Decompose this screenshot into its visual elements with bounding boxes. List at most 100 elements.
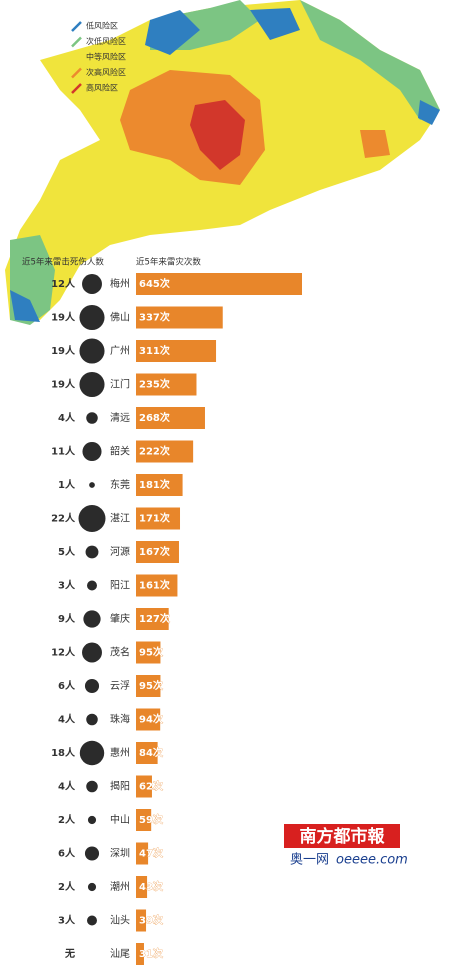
bubble-label: 18人 bbox=[51, 746, 76, 759]
bar bbox=[136, 608, 169, 630]
bubble bbox=[86, 713, 98, 726]
column-title: 近5年来雷灾次数 bbox=[136, 257, 201, 268]
bar-label: 171次 bbox=[139, 512, 170, 525]
bar bbox=[136, 943, 144, 965]
legend-label: 次低风险区 bbox=[86, 36, 126, 46]
legend-label: 中等风险区 bbox=[86, 52, 126, 62]
bubble-label: 无 bbox=[64, 948, 75, 960]
map-area bbox=[418, 100, 440, 125]
bubble-label: 4人 bbox=[58, 411, 76, 424]
category-label: 肇庆 bbox=[110, 612, 130, 625]
bubble bbox=[82, 274, 102, 294]
legend-swatch bbox=[71, 83, 82, 94]
bubble-label: 4人 bbox=[58, 780, 76, 793]
bubble-label: 4人 bbox=[58, 713, 76, 726]
category-label: 汕头 bbox=[110, 915, 130, 927]
logo-site: 奥一网 bbox=[290, 853, 329, 868]
bar-label: 337次 bbox=[139, 311, 170, 324]
legend-swatch bbox=[71, 52, 82, 63]
bubble-label: 19人 bbox=[51, 311, 76, 324]
bar-label: 31次 bbox=[139, 947, 163, 960]
bar bbox=[136, 507, 181, 530]
bar-label: 161次 bbox=[139, 579, 170, 592]
category-label: 揭阳 bbox=[110, 780, 130, 793]
bubble-label: 11人 bbox=[51, 445, 76, 458]
bar bbox=[136, 340, 217, 362]
category-label: 惠州 bbox=[110, 746, 130, 759]
category-label: 梅州 bbox=[110, 277, 130, 290]
logo-box bbox=[284, 824, 400, 848]
bubble bbox=[83, 610, 101, 628]
bar-label: 181次 bbox=[139, 478, 170, 491]
bubble bbox=[87, 815, 97, 825]
bubble-label: 5人 bbox=[58, 545, 76, 558]
category-label: 清远 bbox=[110, 411, 130, 424]
chart: 近5年来雷击死伤人数 12人 19人 19人 19人 4人 11人 1人 22人 5人 3人 9人 12… bbox=[22, 257, 302, 965]
map-area bbox=[190, 100, 245, 170]
legend-label: 高风险区 bbox=[86, 83, 118, 93]
column-title: 近5年来雷击死伤人数 bbox=[22, 257, 104, 268]
bubble-label: 12人 bbox=[51, 646, 76, 659]
category-label: 佛山 bbox=[110, 311, 130, 324]
map bbox=[5, 0, 440, 325]
legend-swatch bbox=[71, 21, 82, 32]
bar bbox=[136, 373, 197, 396]
category-label: 茂名 bbox=[110, 646, 130, 659]
category-label: 中山 bbox=[110, 813, 130, 826]
bar-label: 47次 bbox=[139, 847, 163, 860]
bar bbox=[136, 876, 148, 898]
logo-url: oeeee.com bbox=[336, 853, 408, 868]
bar bbox=[136, 440, 194, 463]
bubble-label: 9人 bbox=[58, 612, 76, 625]
map-area bbox=[300, 0, 440, 120]
bar-label: 311次 bbox=[139, 344, 170, 357]
bubble bbox=[86, 780, 98, 793]
bar-label: 94次 bbox=[139, 713, 163, 726]
legend-swatch bbox=[71, 67, 82, 79]
bubble-label: 12人 bbox=[51, 277, 76, 290]
bubble bbox=[79, 338, 105, 364]
category-label: 河源 bbox=[110, 545, 130, 558]
bar bbox=[136, 775, 152, 798]
bar-label: 95次 bbox=[139, 679, 163, 692]
map-area bbox=[10, 290, 40, 322]
bar bbox=[136, 742, 158, 764]
bar-label: 268次 bbox=[139, 411, 170, 424]
bubble-label: 6人 bbox=[58, 679, 76, 692]
bar-label: 95次 bbox=[139, 646, 163, 659]
bar-label: 222次 bbox=[139, 445, 170, 458]
bubble-label: 1人 bbox=[58, 478, 76, 491]
category-label: 潮州 bbox=[110, 880, 130, 893]
category-label: 云浮 bbox=[110, 680, 130, 692]
bubble bbox=[87, 915, 97, 926]
bubble bbox=[87, 580, 97, 591]
category-label: 东莞 bbox=[110, 478, 130, 491]
bubble bbox=[84, 678, 100, 694]
category-label: 韶关 bbox=[110, 445, 130, 458]
bubble bbox=[82, 642, 102, 663]
bar-label: 43次 bbox=[139, 880, 163, 893]
bar-label: 235次 bbox=[139, 378, 170, 391]
bubble-label: 22人 bbox=[51, 512, 76, 525]
bubble bbox=[89, 482, 95, 488]
bar bbox=[136, 708, 161, 731]
bar-label: 167次 bbox=[139, 545, 170, 558]
bubble-label: 6人 bbox=[58, 847, 76, 860]
logo-brand: 南方都市報 bbox=[300, 826, 386, 847]
bar bbox=[136, 273, 302, 295]
bubble bbox=[82, 441, 102, 462]
bar bbox=[136, 675, 161, 697]
watermark: 南方都市報 奥一网 oeeee.com bbox=[284, 824, 408, 868]
category-label: 汕尾 bbox=[110, 948, 130, 960]
bubble bbox=[84, 846, 100, 861]
bar-label: 39次 bbox=[139, 914, 163, 927]
bubble-label: 2人 bbox=[58, 813, 76, 826]
bar bbox=[136, 407, 205, 429]
bar-label: 127次 bbox=[139, 612, 170, 625]
bar-label: 62次 bbox=[139, 780, 163, 793]
category-label: 江门 bbox=[110, 378, 130, 391]
bubble bbox=[85, 545, 99, 559]
bubble-label: 3人 bbox=[58, 579, 76, 592]
